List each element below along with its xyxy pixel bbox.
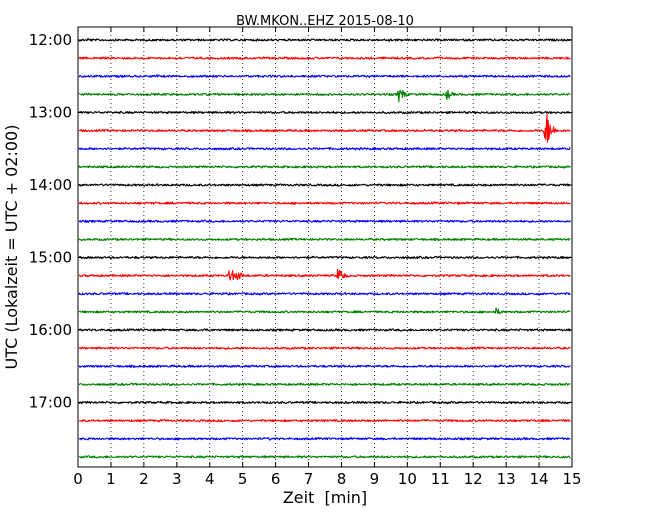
trace-line: [78, 400, 571, 405]
plot-frame: [77, 26, 573, 468]
trace-line: [78, 307, 571, 315]
x-axis-ticks: 0 1 2 3 4 5 6 7 8 9 10 11 12 13 14 15: [73, 27, 582, 488]
trace-line: [78, 89, 571, 103]
trace-line: [78, 455, 571, 459]
y-axis-ticks: 12:00 13:00 14:00 15:00 16:00 17:00: [29, 31, 572, 412]
x-tick-label: 15: [562, 470, 581, 488]
x-tick-label: 2: [139, 470, 149, 488]
trace-line: [78, 219, 571, 223]
traces: [78, 37, 571, 459]
trace-line: [78, 268, 571, 281]
trace-line: [78, 74, 571, 78]
x-tick-label: 12: [464, 470, 483, 488]
y-tick-label: 13:00: [29, 104, 72, 122]
x-tick-label: 4: [205, 470, 215, 488]
trace-line: [78, 110, 571, 115]
x-tick-label: 8: [337, 470, 347, 488]
x-tick-label: 11: [431, 470, 450, 488]
y-tick-label: 12:00: [29, 31, 72, 49]
y-tick-label: 17:00: [29, 394, 72, 412]
x-tick-label: 1: [106, 470, 116, 488]
trace-line: [78, 56, 571, 60]
trace-line: [78, 418, 571, 423]
trace-line: [78, 201, 571, 205]
trace-line: [78, 382, 571, 387]
x-tick-label: 3: [172, 470, 182, 488]
trace-line: [78, 237, 571, 242]
trace-line: [78, 437, 571, 441]
trace-line: [78, 147, 571, 151]
x-axis-label: Zeit [min]: [283, 488, 367, 507]
y-tick-label: 15:00: [29, 249, 72, 267]
x-tick-label: 6: [271, 470, 281, 488]
trace-line: [78, 364, 571, 368]
trace-line: [78, 328, 571, 332]
trace-line: [78, 37, 571, 42]
trace-line: [78, 165, 571, 169]
trace-line: [78, 255, 571, 260]
x-tick-label: 0: [73, 470, 83, 488]
y-tick-label: 16:00: [29, 321, 72, 339]
y-axis-label: UTC (Lokalzeit = UTC + 02:00): [2, 125, 21, 370]
x-tick-label: 5: [238, 470, 248, 488]
trace-line: [78, 183, 571, 187]
x-tick-label: 9: [370, 470, 380, 488]
chart-title: BW.MKON..EHZ 2015-08-10: [236, 14, 414, 29]
x-tick-label: 14: [530, 470, 549, 488]
y-tick-label: 14:00: [29, 176, 72, 194]
trace-line: [78, 113, 571, 143]
x-tick-label: 10: [398, 470, 417, 488]
x-tick-label: 7: [304, 470, 314, 488]
trace-line: [78, 346, 571, 350]
trace-line: [78, 292, 571, 296]
vertical-grid: [110, 27, 540, 467]
x-tick-label: 13: [497, 470, 516, 488]
